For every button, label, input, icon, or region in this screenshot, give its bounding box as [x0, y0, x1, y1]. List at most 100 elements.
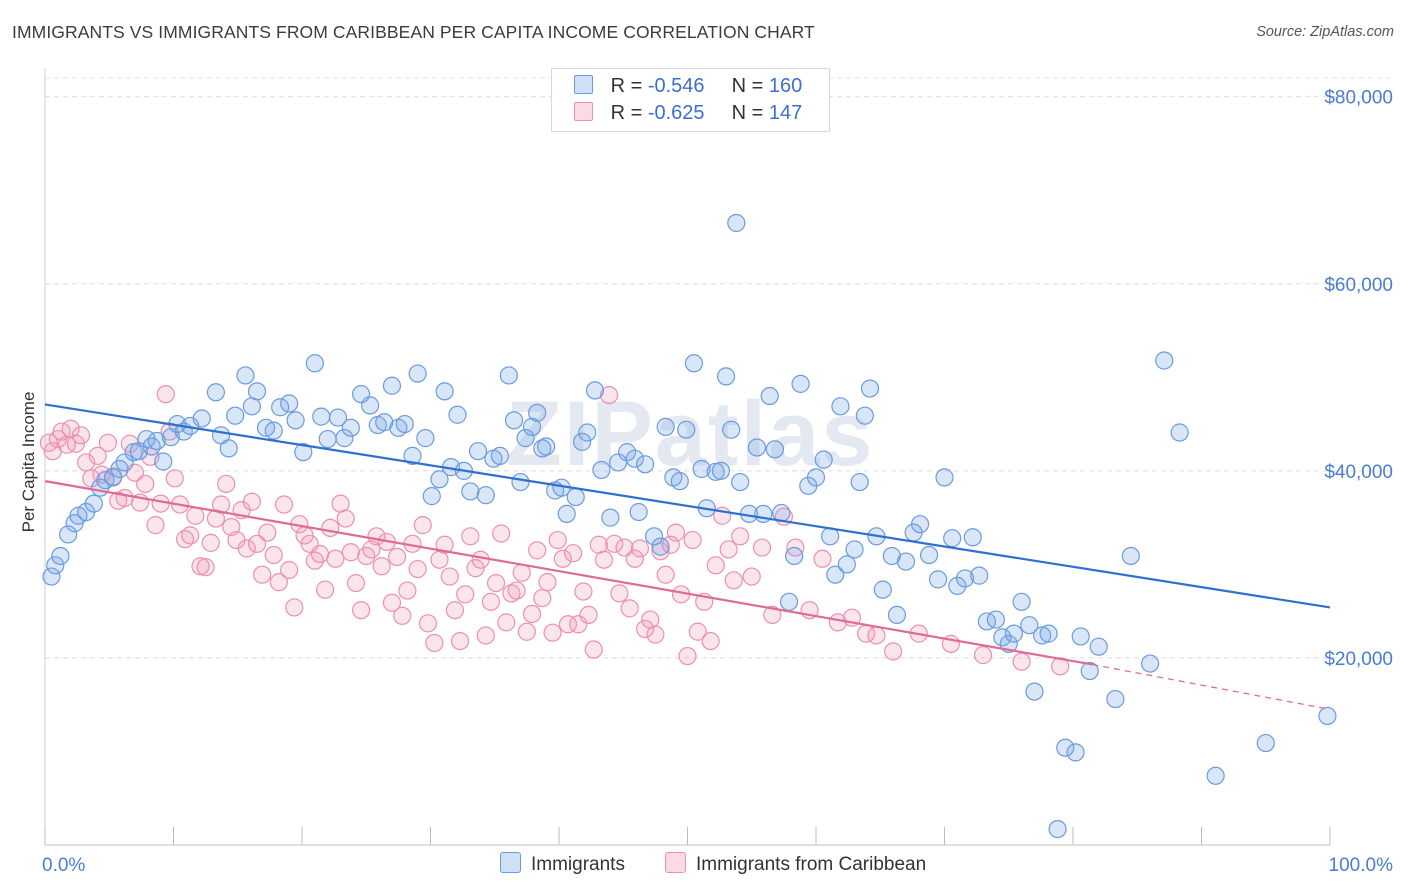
immigrants-point-66 [511, 472, 530, 492]
caribbean-point-60 [346, 573, 366, 593]
axis-labels: $20,000 $40,000 $60,000 $80,000 0.0% 100.0% Pe… [19, 88, 1393, 876]
caribbean-point-90 [502, 584, 521, 603]
caribbean-point-75 [425, 633, 444, 653]
immigrants-point-121 [873, 580, 892, 599]
caribbean-point-28 [181, 526, 200, 545]
immigrants-point-93 [692, 459, 711, 479]
immigrants-point-152 [1121, 546, 1140, 566]
caribbean-point-78 [440, 567, 459, 586]
n-label: N = [731, 75, 764, 97]
caribbean-point-115 [630, 539, 650, 558]
immigrants-legend-swatch [500, 852, 521, 873]
n-value: 160 [768, 75, 803, 97]
caribbean-point-84 [471, 550, 490, 569]
caribbean-point-134 [742, 567, 761, 586]
r-label: R = [610, 75, 643, 97]
caribbean-point-105 [579, 605, 598, 625]
immigrants-point-115 [837, 555, 856, 574]
y-tick-label-2: $60,000 [1324, 275, 1393, 296]
immigrants-point-63 [490, 446, 509, 465]
immigrants-point-158 [1318, 706, 1337, 726]
caribbean-point-101 [558, 615, 578, 634]
caribbean-point-82 [461, 527, 480, 546]
caribbean-point-85 [476, 626, 495, 645]
caribbean-point-97 [538, 573, 557, 592]
immigrants-point-17 [147, 431, 166, 451]
immigrants-point-1 [46, 556, 65, 575]
caribbean-point-54 [316, 580, 335, 599]
immigrants-point-75 [566, 487, 585, 507]
caribbean-point-35 [217, 474, 236, 494]
immigrants-point-136 [986, 610, 1006, 629]
caribbean-point-48 [285, 598, 304, 617]
caribbean-point-95 [528, 541, 547, 560]
caribbean-point-128 [701, 631, 720, 651]
immigrants-point-135 [977, 612, 997, 631]
caribbean-point-96 [533, 588, 552, 608]
caribbean-point-73 [413, 516, 432, 535]
caribbean-point-102 [564, 544, 583, 563]
caribbean-point-148 [973, 646, 993, 665]
caribbean-point-106 [584, 640, 603, 659]
caribbean-point-114 [625, 549, 644, 568]
caribbean-point-21 [146, 516, 165, 535]
immigrants-point-133 [963, 528, 982, 547]
trend-lines [44, 403, 1331, 711]
caribbean-point-59 [341, 543, 360, 562]
immigrants-point-146 [1056, 738, 1075, 757]
caribbean-point-10 [88, 446, 107, 465]
immigrants-point-33 [271, 398, 290, 417]
immigrants-point-7 [84, 494, 103, 513]
immigrants-point-49 [395, 414, 414, 434]
caribbean-point-131 [719, 540, 738, 559]
immigrants-point-155 [1170, 423, 1189, 442]
caribbean-point-65 [372, 557, 391, 576]
immigrants-point-103 [760, 386, 779, 406]
immigrants-point-55 [435, 382, 454, 401]
immigrants-point-39 [318, 429, 337, 449]
immigrants-point-143 [1033, 626, 1052, 645]
caribbean-point-70 [398, 581, 417, 600]
immigrants-point-50 [403, 446, 422, 465]
immigrants-point-141 [1020, 616, 1039, 635]
caribbean-point-94 [522, 604, 542, 624]
immigrants-point-47 [382, 376, 402, 395]
caribbean-point-39 [237, 539, 256, 558]
caribbean-point-68 [387, 547, 407, 567]
immigrants-point-53 [422, 487, 441, 506]
caribbean-point-32 [201, 533, 220, 552]
caribbean-point-93 [517, 622, 536, 641]
immigrants-point-91 [677, 420, 696, 439]
immigrants-point-132 [955, 569, 975, 588]
immigrants-point-119 [860, 379, 880, 398]
caribbean-point-74 [418, 614, 438, 633]
immigrants-point-150 [1089, 637, 1108, 656]
immigrants-point-123 [887, 605, 907, 625]
immigrants-point-145 [1048, 819, 1067, 839]
immigrants-point-139 [1004, 624, 1023, 643]
r-value: -0.546 [647, 75, 705, 97]
caribbean-point-89 [497, 613, 516, 632]
immigrants-point-80 [601, 508, 620, 527]
immigrants-point-3 [59, 525, 78, 544]
immigrants-points [42, 213, 1337, 839]
immigrants-point-108 [791, 374, 810, 393]
caribbean-trend-line [44, 480, 1093, 666]
immigrants-point-127 [919, 545, 939, 565]
immigrants-point-61 [476, 486, 495, 505]
immigrants-point-97 [716, 367, 736, 386]
legend-row-caribbean: R = -0.625 N = 147 [574, 102, 802, 128]
immigrants-point-126 [910, 515, 930, 534]
chart-title: IMMIGRANTS VS IMMIGRANTS FROM CARIBBEAN … [12, 22, 815, 42]
immigrants-point-71 [537, 437, 556, 456]
caribbean-point-79 [445, 601, 465, 620]
y-tick-label-1: $40,000 [1324, 462, 1393, 483]
immigrants-point-157 [1256, 733, 1275, 753]
caribbean-point-61 [352, 601, 371, 620]
caribbean-point-69 [393, 606, 412, 625]
caribbean-point-116 [635, 619, 655, 639]
immigrants-point-52 [416, 429, 435, 448]
caribbean-point-55 [321, 518, 340, 538]
immigrants-point-74 [557, 504, 576, 523]
stats-legend: R = -0.546 N = 160 R = -0.625 N = 147 [551, 68, 830, 132]
